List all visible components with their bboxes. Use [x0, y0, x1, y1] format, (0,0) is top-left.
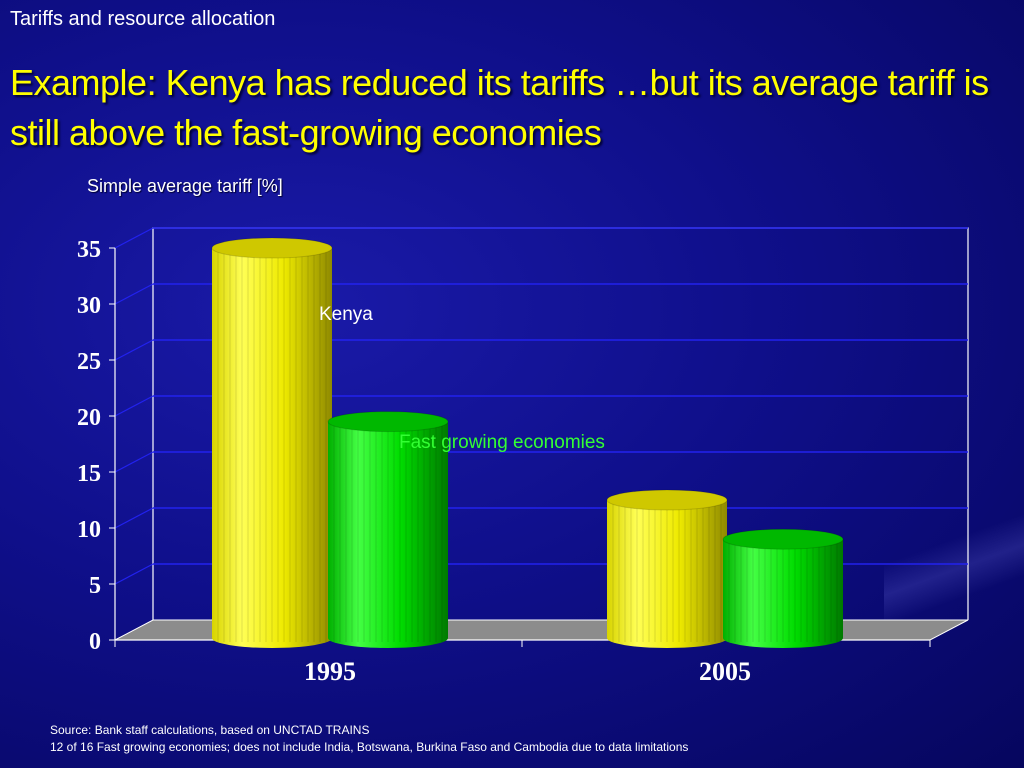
bar-body [328, 421, 448, 648]
y-tick-label-35: 35 [77, 237, 101, 263]
bar-body [607, 500, 727, 648]
gridline-side-25 [114, 339, 154, 361]
y-tick-label-25: 25 [77, 349, 101, 375]
x-tick-label-2005: 2005 [699, 657, 751, 686]
gridline-side-5 [114, 563, 154, 585]
y-tick-label-10: 10 [77, 517, 101, 543]
series-label-fast-growing: Fast growing economies [399, 432, 605, 453]
series-label-kenya: Kenya [319, 304, 373, 325]
footnote-source: Source: Bank staff calculations, based o… [50, 723, 370, 737]
slide-title: Example: Kenya has reduced its tariffs …… [10, 62, 989, 153]
bar-top [606, 489, 728, 511]
bar-top [211, 237, 333, 259]
bar-top [722, 528, 844, 550]
bar-fast-growing-economies-1995 [327, 411, 449, 648]
y-tick-label-5: 5 [89, 573, 101, 599]
bar-body [723, 539, 843, 648]
y-tick-label-20: 20 [77, 405, 101, 431]
x-tick-label-1995: 1995 [304, 657, 356, 686]
gridline-side-35 [114, 227, 154, 249]
background-swoosh [884, 440, 1024, 700]
bar-kenya-2005 [606, 489, 728, 648]
bar-top [327, 411, 449, 433]
chart-subtitle: Simple average tariff [%] [87, 176, 283, 196]
y-tick-label-30: 30 [77, 293, 101, 319]
y-tick-label-15: 15 [77, 461, 101, 487]
section-header: Tariffs and resource allocation [10, 8, 276, 30]
y-tick-label-0: 0 [89, 629, 101, 655]
bar-fast-growing-economies-2005 [722, 528, 844, 648]
gridline-side-30 [114, 283, 154, 305]
footnote-note: 12 of 16 Fast growing economies; does no… [50, 740, 689, 754]
gridline-side-15 [114, 451, 154, 473]
bar-body [212, 248, 332, 648]
bar-kenya-1995 [211, 237, 333, 648]
gridline-side-20 [114, 395, 154, 417]
gridline-side-10 [114, 507, 154, 529]
